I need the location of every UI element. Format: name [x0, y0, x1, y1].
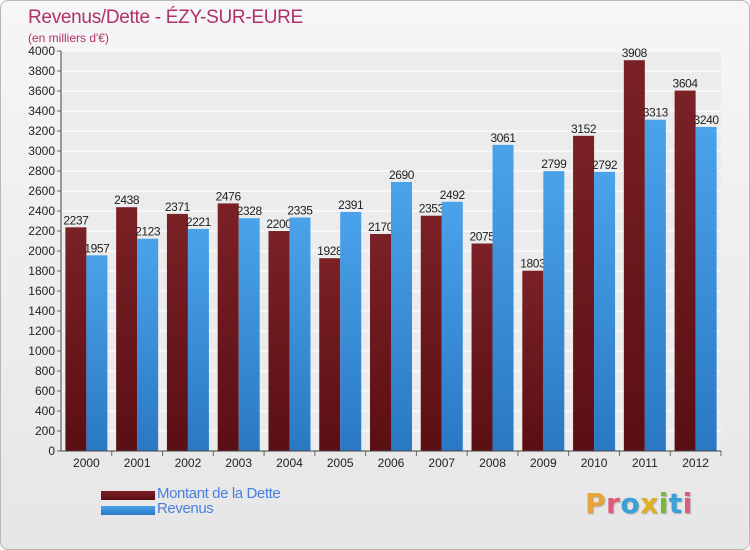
- y-tick-label: 1400: [28, 304, 55, 318]
- x-tick-label: 2003: [225, 456, 252, 470]
- bar-debt: [674, 90, 696, 451]
- x-tick-label: 2002: [175, 456, 202, 470]
- y-tick-label: 4000: [28, 44, 55, 58]
- bar-revenue: [289, 217, 311, 451]
- bar-revenue: [441, 201, 463, 451]
- data-label-debt: 2075: [469, 230, 495, 244]
- x-tick-label: 2006: [378, 456, 405, 470]
- chart-title: Revenus/Dette - ÉZY-SUR-EURE: [28, 7, 303, 28]
- data-label-debt: 3908: [622, 46, 648, 60]
- bar-debt: [370, 234, 391, 451]
- data-label-revenue: 2391: [338, 198, 364, 212]
- data-label-revenue: 3240: [694, 113, 720, 127]
- y-tick-label: 1800: [28, 264, 55, 278]
- data-label-debt: 2237: [63, 213, 89, 227]
- x-tick-label: 2010: [581, 456, 608, 470]
- legend-label-debt: Montant de la Dette: [157, 485, 281, 502]
- x-tick-label: 2011: [632, 456, 658, 470]
- y-tick-label: 3800: [28, 64, 55, 78]
- chart-subtitle: (en milliers d'€): [28, 31, 109, 45]
- bar-revenue: [695, 127, 717, 451]
- data-label-debt: 2200: [266, 217, 292, 231]
- data-label-debt: 2438: [114, 193, 140, 207]
- y-tick-label: 0: [48, 444, 55, 458]
- y-tick-label: 2600: [28, 184, 55, 198]
- bar-debt: [116, 207, 138, 451]
- data-label-debt: 3604: [673, 77, 699, 91]
- x-tick-label: 2007: [428, 456, 455, 470]
- x-tick-label: 2004: [276, 456, 303, 470]
- y-tick-label: 2000: [28, 244, 55, 258]
- data-label-revenue: 2792: [592, 158, 618, 172]
- y-tick-label: 200: [35, 424, 55, 438]
- bar-revenue: [340, 211, 362, 451]
- bar-debt: [65, 227, 87, 451]
- data-label-debt: 2476: [216, 189, 242, 203]
- y-tick-label: 1600: [28, 284, 55, 298]
- x-tick-label: 2012: [682, 456, 709, 470]
- bar-revenue: [86, 255, 108, 451]
- y-tick-label: 2200: [28, 224, 55, 238]
- y-tick-label: 3400: [28, 104, 55, 118]
- proxiti-logo: Proxiti: [585, 487, 693, 520]
- legend-swatch-debt: [101, 491, 155, 500]
- y-tick-label: 400: [35, 404, 55, 418]
- bar-debt: [573, 135, 595, 452]
- data-label-revenue: 2690: [389, 168, 415, 182]
- bar-revenue: [238, 218, 260, 451]
- legend-label-revenue: Revenus: [157, 500, 214, 517]
- data-label-revenue: 2123: [135, 225, 161, 239]
- bar-revenue: [492, 144, 514, 451]
- data-label-debt: 3152: [571, 122, 597, 136]
- bar-revenue: [137, 238, 159, 451]
- y-tick-label: 2400: [28, 204, 55, 218]
- data-label-revenue: 2492: [440, 188, 466, 202]
- y-tick-label: 3600: [28, 84, 55, 98]
- x-tick-label: 2005: [327, 456, 354, 470]
- bar-debt: [623, 60, 645, 451]
- data-label-revenue: 2335: [287, 204, 313, 218]
- y-tick-label: 600: [35, 384, 55, 398]
- y-tick-label: 3000: [28, 144, 55, 158]
- data-label-debt: 1803: [520, 257, 546, 271]
- bar-revenue: [187, 228, 209, 451]
- bar-debt: [217, 203, 239, 451]
- x-tick-label: 2001: [124, 456, 151, 470]
- data-label-revenue: 2799: [541, 157, 567, 171]
- bar-debt: [166, 213, 188, 451]
- bar-debt: [420, 215, 442, 451]
- data-label-debt: 2353: [419, 202, 445, 216]
- y-tick-label: 800: [35, 364, 55, 378]
- data-label-debt: 1928: [317, 244, 343, 258]
- x-tick-label: 2000: [73, 456, 100, 470]
- legend-swatch-revenue: [101, 506, 155, 515]
- data-label-revenue: 3313: [643, 106, 669, 120]
- bar-debt: [522, 270, 544, 451]
- bar-revenue: [543, 171, 565, 451]
- bar-revenue: [594, 171, 616, 452]
- y-tick-label: 3200: [28, 124, 55, 138]
- y-tick-label: 1000: [28, 344, 55, 358]
- data-label-revenue: 3061: [490, 131, 516, 145]
- bar-debt: [471, 243, 493, 451]
- bar-debt: [319, 258, 341, 451]
- data-label-revenue: 2221: [186, 215, 212, 229]
- data-label-debt: 2170: [368, 220, 394, 234]
- y-tick-label: 1200: [28, 324, 55, 338]
- x-tick-label: 2008: [479, 456, 506, 470]
- x-tick-label: 2009: [530, 456, 557, 470]
- data-label-debt: 2371: [165, 200, 191, 214]
- bar-revenue: [391, 182, 412, 451]
- data-label-revenue: 2328: [237, 204, 263, 218]
- y-tick-label: 2800: [28, 164, 55, 178]
- data-label-revenue: 1957: [84, 241, 110, 255]
- bar-revenue: [644, 119, 666, 451]
- bar-debt: [268, 231, 290, 451]
